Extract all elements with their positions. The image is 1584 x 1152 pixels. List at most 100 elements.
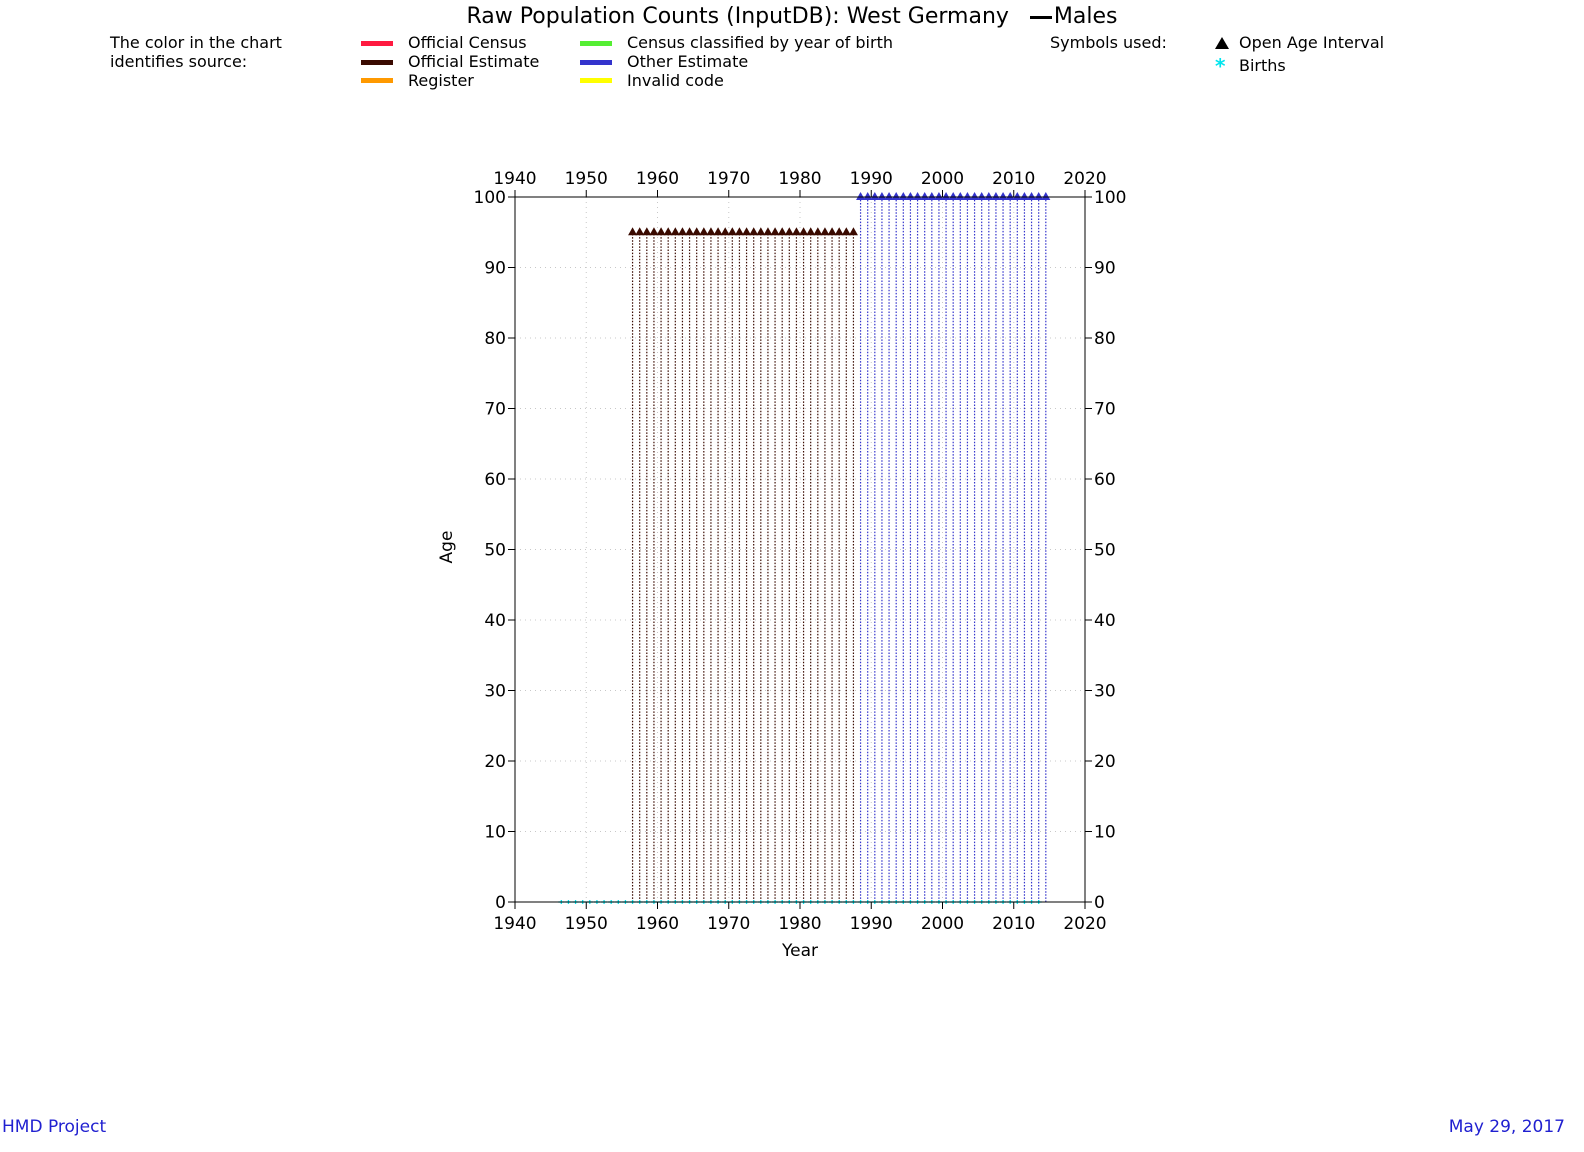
- x-tick-label-bottom: 2020: [1063, 914, 1106, 934]
- data-open-age-triangle: [649, 227, 659, 236]
- y-tick-label-right: 0: [1094, 893, 1105, 913]
- data-open-age-triangle: [670, 227, 680, 236]
- data-open-age-triangle: [1005, 192, 1015, 200]
- y-tick-label-left: 30: [484, 682, 506, 702]
- data-open-age-triangle: [991, 192, 1001, 200]
- asterisk-icon: *: [1215, 54, 1226, 78]
- x-tick-label-bottom: 2010: [992, 914, 1035, 934]
- legend-swatch-other-estimate: [580, 60, 612, 65]
- data-open-age-triangle: [1034, 192, 1044, 200]
- footer-date: May 29, 2017: [1448, 1117, 1565, 1137]
- data-open-age-triangle: [663, 227, 673, 236]
- legend-swatch-official-census: [361, 41, 393, 46]
- data-open-age-triangle: [898, 192, 908, 200]
- chart-canvas: 1940 1940 1950 1950 1960 1960 1970 1970 1980 1980…: [437, 169, 1126, 961]
- x-tick-label-top: 1990: [850, 169, 893, 189]
- legend-label-census-by-birth: Census classified by year of birth: [627, 33, 893, 52]
- data-open-age-triangle: [756, 227, 766, 236]
- data-open-age-triangle: [877, 192, 887, 200]
- x-tick-label-bottom: 1940: [493, 914, 536, 934]
- data-open-age-triangle: [806, 227, 816, 236]
- x-tick-label-top: 1940: [493, 169, 536, 189]
- data-open-age-triangle: [685, 227, 695, 236]
- data-open-age-triangle: [827, 227, 837, 236]
- data-open-age-triangle: [884, 192, 894, 200]
- data-open-age-triangle: [656, 227, 666, 236]
- y-tick-label-right: 80: [1094, 329, 1116, 349]
- y-tick-label-right: 40: [1094, 611, 1116, 631]
- y-tick-label-right: 30: [1094, 682, 1116, 702]
- x-axis-label: Year: [781, 941, 818, 961]
- x-tick-label-top: 1970: [707, 169, 750, 189]
- x-tick-label-bottom: 1980: [778, 914, 821, 934]
- source-legend-heading-line2: identifies source:: [110, 52, 248, 71]
- x-tick-label-top: 1960: [636, 169, 679, 189]
- triangle-icon: [1215, 37, 1229, 49]
- y-tick-label-left: 100: [474, 188, 506, 208]
- y-tick-label-left: 20: [484, 752, 506, 772]
- x-tick-label-bottom: 2000: [921, 914, 964, 934]
- legend-label-register: Register: [408, 71, 474, 90]
- data-open-age-triangle: [905, 192, 915, 200]
- y-axis-label: Age: [437, 531, 457, 564]
- data-open-age-triangle: [927, 192, 937, 200]
- data-open-age-triangle: [913, 192, 923, 200]
- data-open-age-triangle: [863, 192, 873, 200]
- source-legend-heading: The color in the chart identifies source…: [110, 33, 282, 71]
- y-tick-label-left: 90: [484, 259, 506, 279]
- data-open-age-triangle: [763, 227, 773, 236]
- y-tick-label-right: 90: [1094, 259, 1116, 279]
- data-open-age-triangle: [920, 192, 930, 200]
- x-tick-label-top: 2010: [992, 169, 1035, 189]
- data-open-age-triangle: [977, 192, 987, 200]
- y-tick-label-left: 0: [495, 893, 506, 913]
- legend-label-official-census: Official Census: [408, 33, 527, 52]
- x-tick-label-top: 1980: [778, 169, 821, 189]
- chart-title-suffix: Males: [1053, 4, 1118, 29]
- data-open-age-triangle: [834, 227, 844, 236]
- data-open-age-triangle: [784, 227, 794, 236]
- legend-label-other-estimate: Other Estimate: [627, 52, 749, 71]
- data-open-age-triangle: [1041, 192, 1051, 200]
- data-open-age-triangle: [749, 227, 759, 236]
- data-open-age-triangle: [677, 227, 687, 236]
- legend-label-official-estimate: Official Estimate: [408, 52, 540, 71]
- x-tick-label-top: 2020: [1063, 169, 1106, 189]
- data-open-age-triangle: [1012, 192, 1022, 200]
- data-open-age-triangle: [998, 192, 1008, 200]
- data-open-age-triangle: [720, 227, 730, 236]
- data-open-age-triangle: [791, 227, 801, 236]
- data-open-age-triangle: [870, 192, 880, 200]
- legend-swatch-invalid-code: [580, 78, 612, 83]
- y-tick-label-right: 100: [1094, 188, 1126, 208]
- footer-project: HMD Project: [2, 1117, 107, 1137]
- data-open-age-triangle: [955, 192, 965, 200]
- data-open-age-triangle: [934, 192, 944, 200]
- x-tick-label-top: 1950: [565, 169, 608, 189]
- data-open-age-triangle: [777, 227, 787, 236]
- x-tick-label-top: 2000: [921, 169, 964, 189]
- data-open-age-triangle: [1019, 192, 1029, 200]
- title-line-marker: [1029, 15, 1052, 19]
- y-tick-label-right: 50: [1094, 541, 1116, 561]
- data-open-age-triangle: [970, 192, 980, 200]
- x-tick-label-bottom: 1990: [850, 914, 893, 934]
- legend-swatch-census-by-birth: [580, 41, 612, 46]
- data-open-age-triangle: [813, 227, 823, 236]
- data-open-age-triangle: [856, 192, 866, 200]
- chart-title: Raw Population Counts (InputDB): West Ge…: [0, 4, 1584, 29]
- data-open-age-triangle: [642, 227, 652, 236]
- data-open-age-triangle: [984, 192, 994, 200]
- data-open-age-triangle: [713, 227, 723, 236]
- y-tick-label-left: 40: [484, 611, 506, 631]
- data-open-age-triangle: [727, 227, 737, 236]
- data-open-age-triangle: [706, 227, 716, 236]
- data-open-age-triangle: [699, 227, 709, 236]
- legend-swatch-register: [361, 78, 393, 83]
- data-open-age-triangle: [734, 227, 744, 236]
- y-tick-label-left: 10: [484, 823, 506, 843]
- data-open-age-triangle: [820, 227, 830, 236]
- y-tick-label-right: 10: [1094, 823, 1116, 843]
- y-tick-label-left: 80: [484, 329, 506, 349]
- y-tick-label-left: 70: [484, 400, 506, 420]
